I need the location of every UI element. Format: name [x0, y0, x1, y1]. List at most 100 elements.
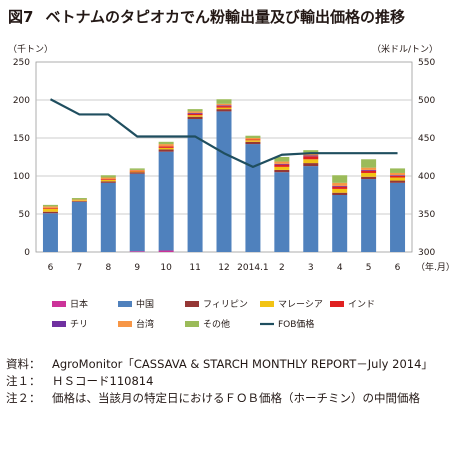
bar-segment [71, 198, 87, 200]
bar-segment [390, 177, 406, 181]
y-right-tick-label: 350 [418, 210, 435, 220]
legend-label: フィリピン [203, 299, 248, 310]
note-label: 注２： [6, 391, 41, 405]
y-left-tick-label: 150 [13, 134, 30, 144]
bar-segment [100, 179, 116, 180]
bar-segment [245, 141, 261, 145]
bar-segment [71, 201, 87, 252]
bar-segment [42, 204, 58, 207]
y-right-tick-label: 400 [418, 172, 435, 182]
bar-segment [390, 176, 406, 178]
y-right-tick-label: 500 [418, 96, 435, 106]
bar-segment [100, 175, 116, 178]
bar-segment [332, 175, 348, 183]
bar-segment [100, 182, 116, 252]
bar-segment [274, 164, 290, 167]
x-tick-label: 6 [395, 263, 401, 273]
note-text: 価格は、当該月の特定日におけるＦＯＢ価格（ホーチミン）の中間価格 [52, 391, 420, 405]
x-tick-label: 7 [77, 263, 83, 273]
x-tick-label: 3 [308, 263, 314, 273]
bar-segment [390, 175, 406, 176]
bar-segment [129, 168, 145, 170]
bar-segment [216, 109, 232, 112]
bar-segment [216, 106, 232, 108]
bar-segment [129, 170, 145, 172]
bar-segment [100, 177, 116, 180]
bar-segment [129, 171, 145, 173]
note-label: 注１： [6, 374, 41, 388]
bar-segment [42, 213, 58, 252]
bar-segment [100, 181, 116, 183]
bar-segment [158, 146, 174, 148]
legend-label: 日本 [70, 298, 88, 310]
bar-segment [158, 151, 174, 251]
legend-swatch [185, 321, 199, 327]
bar-segment [187, 116, 203, 119]
bar-segment [332, 182, 348, 186]
bar-segment [332, 195, 348, 252]
note-text: AgroMonitor「CASSAVA & STARCH MONTHLY REP… [52, 357, 433, 371]
bar-segment [42, 208, 58, 212]
bar-segment [332, 188, 348, 193]
bar-segment [361, 172, 377, 177]
legend-swatch [52, 321, 66, 327]
y-right-tick-label: 450 [418, 134, 435, 144]
bar-segment [361, 179, 377, 252]
bar-segment [274, 166, 290, 170]
bar-segment [216, 103, 232, 106]
bar-segment [158, 149, 174, 152]
bar-segment [158, 250, 174, 252]
legend-label: その他 [203, 318, 230, 330]
x-tick-label: 6 [48, 263, 54, 273]
bar-segment [303, 166, 319, 252]
bar-segment [42, 207, 58, 209]
x-tick-label: 4 [337, 263, 343, 273]
y-left-tick-label: 100 [13, 172, 30, 182]
bar-segment [361, 159, 377, 168]
y-left-tick-label: 0 [24, 248, 30, 258]
y-right-tick-label: 550 [418, 58, 435, 68]
x-tick-label: 10 [160, 263, 172, 273]
bar-segment [332, 192, 348, 195]
bar-segment [274, 157, 290, 162]
note-label: 資料： [6, 357, 41, 371]
x-tick-label: 5 [366, 263, 372, 273]
bar-segment [129, 173, 145, 252]
bar-segment [361, 176, 377, 180]
x-tick-label: 12 [218, 263, 229, 273]
legend-swatch [330, 301, 344, 307]
bar-segment [245, 140, 261, 142]
bar-segment [187, 111, 203, 113]
bar-segment [216, 111, 232, 253]
bar-segment [245, 135, 261, 138]
bar-segment [129, 169, 145, 171]
y-left-tick-label: 250 [13, 58, 30, 68]
bar-segment [71, 200, 87, 202]
bar-segment [303, 150, 319, 153]
bar-segment [71, 199, 87, 201]
left-axis-unit: （千トン） [8, 45, 54, 55]
bar-segment [274, 163, 290, 165]
x-tick-label: 9 [134, 263, 140, 273]
legend-label: インド [348, 300, 375, 310]
bar-segment [216, 99, 232, 104]
figure-title-text: ベトナムのタピオカでん粉輸出量及び輸出価格の推移 [45, 8, 405, 26]
bar-segment [216, 107, 232, 110]
x-tick-label: 11 [189, 263, 200, 273]
bar-segment [390, 182, 406, 252]
note-1: 注１： ＨＳコード110814 [6, 373, 446, 390]
legend-swatch [118, 301, 132, 307]
bar-segment [303, 163, 319, 167]
legend-swatch [52, 301, 66, 307]
bar-segment [187, 112, 203, 114]
bar-segment [274, 161, 290, 164]
bar-segment [100, 179, 116, 182]
x-tick-label: 2 [279, 263, 285, 273]
bar-segment [390, 172, 406, 176]
legend-swatch [185, 301, 199, 307]
bar-segment [42, 206, 58, 208]
y-right-tick-label: 300 [418, 248, 435, 258]
legend-label: チリ [70, 319, 88, 330]
y-left-tick-label: 200 [13, 96, 30, 106]
figure-number: 図7 [8, 8, 34, 26]
